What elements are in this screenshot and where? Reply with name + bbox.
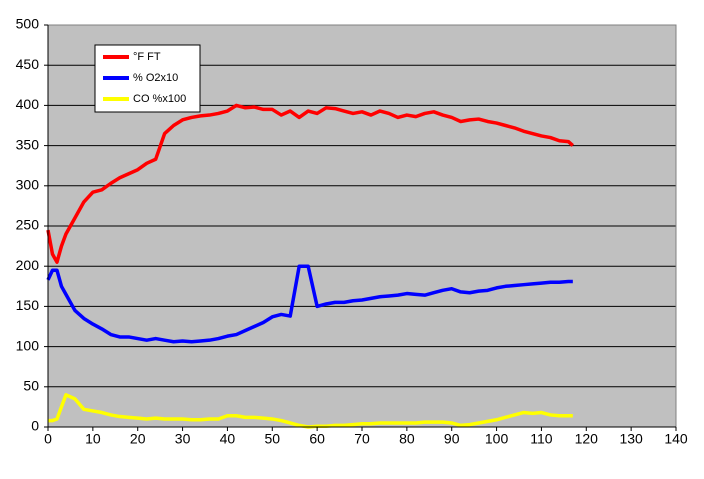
series-line <box>46 103 574 264</box>
legend-label: °F FT <box>133 51 161 63</box>
legend-label: CO %x100 <box>133 93 186 105</box>
x-tick-label: 140 <box>664 431 688 447</box>
x-tick-label: 90 <box>444 431 460 447</box>
x-tick-label: 10 <box>85 431 101 447</box>
y-tick-label: 450 <box>16 56 40 72</box>
y-tick-label: 150 <box>16 297 40 313</box>
x-tick-label: 110 <box>530 431 553 447</box>
x-tick-label: 0 <box>44 431 52 447</box>
x-tick-label: 70 <box>354 431 370 447</box>
y-tick-label: 400 <box>16 96 40 112</box>
series-line <box>46 264 573 344</box>
y-tick-label: 200 <box>16 257 40 273</box>
x-tick-label: 50 <box>264 431 280 447</box>
x-tick-label: 20 <box>130 431 146 447</box>
x-tick-label: 80 <box>399 431 415 447</box>
x-tick-label: 60 <box>309 431 325 447</box>
lines <box>46 103 574 429</box>
legend-label: % O2x10 <box>133 72 178 84</box>
y-tick-label: 0 <box>31 418 39 434</box>
series-line <box>48 393 573 429</box>
y-tick-label: 50 <box>23 378 39 394</box>
y-tick-label: 350 <box>16 136 40 152</box>
axes: 0 50 100 150 200 250 300 350 400 450 500 0 10 20 30 40 5… <box>16 16 688 447</box>
x-tick-label: 100 <box>485 431 509 447</box>
y-tick-label: 100 <box>16 337 40 353</box>
x-tick-label: 120 <box>575 431 599 447</box>
x-tick-label: 30 <box>175 431 191 447</box>
legend: °F FT % O2x10 CO %x100 <box>94 44 201 113</box>
y-tick-label: 500 <box>16 16 40 32</box>
x-tick-label: 130 <box>619 431 643 447</box>
y-tick-label: 300 <box>16 177 40 193</box>
x-tick-label: 40 <box>220 431 236 447</box>
y-tick-label: 250 <box>16 217 40 233</box>
